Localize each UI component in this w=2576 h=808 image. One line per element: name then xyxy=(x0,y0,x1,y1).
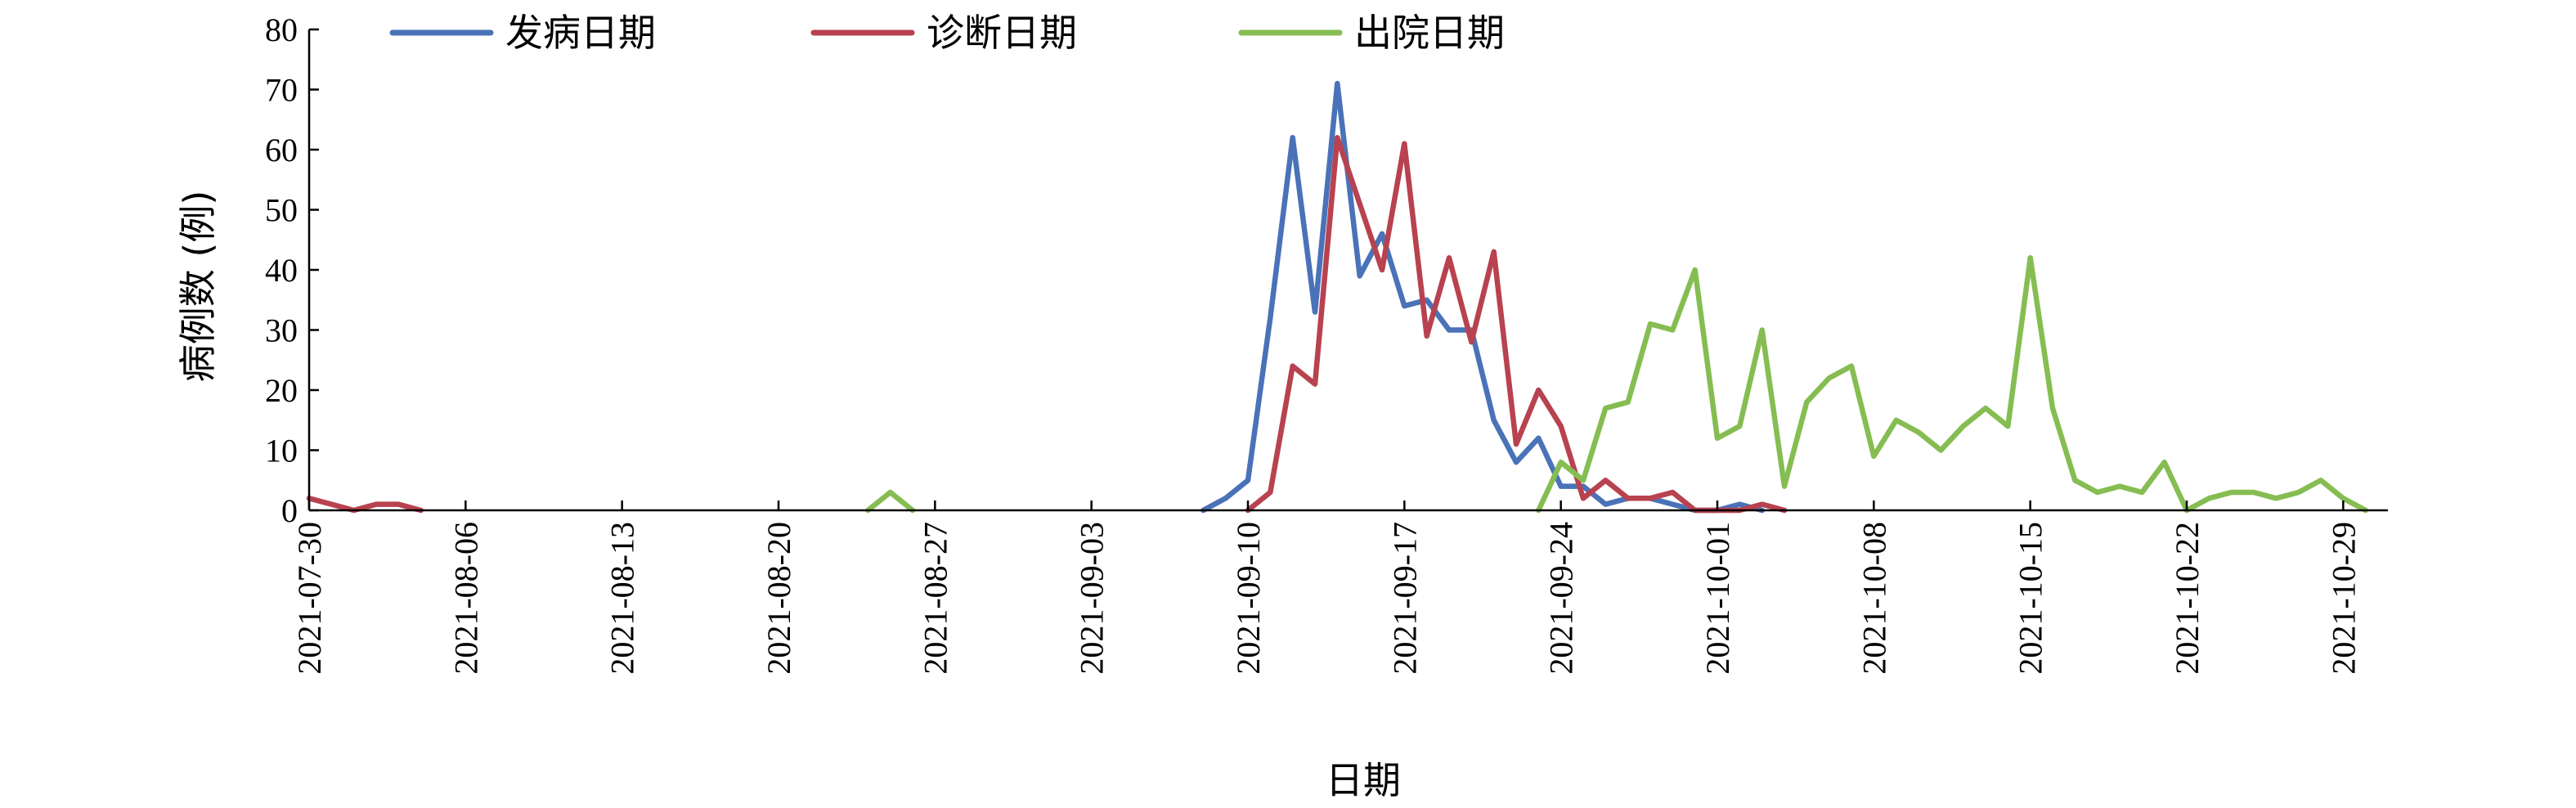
x-tick-label: 2021-10-22 xyxy=(2169,522,2206,675)
x-tick-label: 2021-08-13 xyxy=(604,522,641,675)
x-tick-label: 2021-10-29 xyxy=(2325,522,2362,675)
x-tick-label: 2021-07-30 xyxy=(291,522,328,675)
series-1 xyxy=(1200,80,1765,514)
x-axis-title: 日期 xyxy=(1326,758,1401,802)
series-line xyxy=(1200,80,1765,514)
legend-label: 发病日期 xyxy=(505,11,656,55)
legend-label: 出院日期 xyxy=(1354,11,1505,55)
series-2 xyxy=(306,135,1788,514)
x-tick-label: 2021-10-01 xyxy=(1699,522,1736,675)
legend-item: 诊断日期 xyxy=(810,11,1077,55)
x-tick-label: 2021-10-08 xyxy=(1856,522,1892,675)
series-layer xyxy=(306,80,2368,514)
y-tick-label: 70 xyxy=(265,72,298,109)
x-tick-label: 2021-09-17 xyxy=(1386,522,1423,675)
series-line xyxy=(1536,255,2368,514)
x-tick-label: 2021-09-10 xyxy=(1230,522,1267,675)
y-tick-label: 30 xyxy=(265,312,298,349)
series-line xyxy=(865,489,916,514)
y-tick-label: 20 xyxy=(265,372,298,409)
series-3 xyxy=(865,255,2368,514)
y-axis: 0 10 20 30 40 50 60 70 80 xyxy=(265,11,319,529)
x-tick-label: 2021-10-15 xyxy=(2013,522,2049,675)
x-tick-label: 2021-09-24 xyxy=(1543,522,1580,675)
x-axis: 2021-07-30 2021-08-06 2021-08-13 2021-08-20… xyxy=(291,501,2388,675)
x-tick-label: 2021-08-20 xyxy=(761,522,797,675)
y-tick-label: 0 xyxy=(281,492,298,529)
y-axis-title: 病例数 (例) xyxy=(176,191,220,383)
legend-item: 发病日期 xyxy=(389,11,656,55)
y-tick-label: 40 xyxy=(265,252,298,289)
x-tick-label: 2021-09-03 xyxy=(1074,522,1111,675)
x-tick-label: 2021-08-06 xyxy=(447,522,484,675)
legend: 发病日期 诊断日期 出院日期 xyxy=(389,11,1505,55)
legend-item: 出院日期 xyxy=(1238,11,1505,55)
x-tick-label: 2021-08-27 xyxy=(917,522,954,675)
series-line xyxy=(306,496,424,514)
legend-label: 诊断日期 xyxy=(927,11,1077,55)
y-tick-label: 10 xyxy=(265,433,298,469)
y-tick-label: 50 xyxy=(265,192,298,229)
y-tick-label: 80 xyxy=(265,11,298,48)
y-tick-label: 60 xyxy=(265,132,298,168)
